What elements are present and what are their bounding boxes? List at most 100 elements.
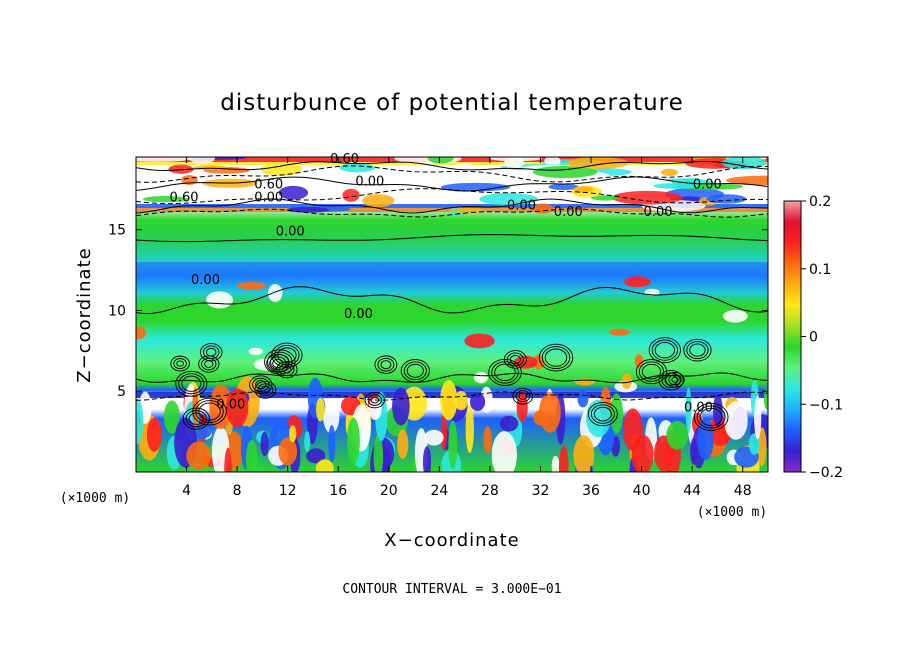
- heatmap-patch: [278, 437, 298, 466]
- heatmap-patch: [574, 378, 595, 386]
- x-unit-left: (×1000 m): [60, 491, 130, 506]
- contour-label: 0.60: [254, 178, 283, 193]
- contour-line: [136, 160, 768, 172]
- heatmap-patch: [653, 183, 701, 190]
- heatmap-patch: [454, 390, 469, 411]
- contour-ring: [512, 387, 534, 405]
- x-axis-label: X−coordinate: [384, 530, 519, 551]
- contour-label: 0.00: [693, 178, 722, 193]
- heatmap-patches: [136, 157, 768, 472]
- y-tick-label: 15: [108, 223, 126, 239]
- x-tick-label: 20: [380, 483, 398, 499]
- heatmap-patch: [504, 157, 524, 169]
- heatmap-patch: [289, 425, 297, 443]
- heatmap-patch: [724, 401, 748, 440]
- contour-ring: [267, 351, 293, 373]
- heatmap-patch: [392, 387, 410, 426]
- contour-label: 0.00: [684, 401, 713, 416]
- heatmap-patch: [621, 373, 632, 389]
- heatmap-patch: [610, 393, 623, 434]
- heatmap-patch: [721, 157, 767, 170]
- x-tick-label: 8: [233, 483, 242, 499]
- contour-line: [136, 234, 768, 243]
- heatmap-patch: [706, 194, 747, 204]
- contour-ring: [400, 359, 430, 383]
- x-tick-label: 28: [481, 483, 499, 499]
- heatmap-patch: [224, 447, 232, 472]
- colorbar: [783, 200, 802, 473]
- contour-ring: [661, 372, 681, 389]
- contour-line: [136, 286, 768, 315]
- heatmap-patch: [315, 459, 334, 472]
- contour-ring: [544, 348, 568, 367]
- contour-ring: [494, 363, 516, 382]
- contour-label: 0.00: [344, 307, 373, 322]
- heatmap-patch: [260, 431, 269, 457]
- contour-ring: [664, 374, 678, 386]
- contour-ring: [403, 361, 427, 381]
- contour-ring: [270, 354, 290, 370]
- heatmap-patch: [267, 284, 283, 302]
- heatmap-patch: [491, 431, 518, 472]
- contour-label: 0.00: [254, 191, 283, 206]
- heatmap-patch: [532, 165, 598, 179]
- heatmap-patch: [611, 190, 683, 205]
- contour-line: [136, 391, 768, 401]
- contour-ring: [170, 355, 190, 372]
- heatmap-patch: [631, 434, 654, 472]
- colorbar-tick-label: 0: [809, 330, 818, 346]
- contour-line: [136, 165, 768, 183]
- contour-ring: [271, 342, 303, 368]
- heatmap-patch: [465, 405, 474, 454]
- contour-ring: [181, 375, 202, 392]
- heatmap-patch: [473, 371, 488, 384]
- contour-ring: [587, 401, 618, 427]
- heatmap-patch: [450, 207, 484, 214]
- heatmap-patch: [373, 434, 384, 472]
- contour-ring: [192, 397, 227, 426]
- y-axis-ticks: 5 10 15: [108, 223, 768, 400]
- heatmap-patch: [142, 195, 189, 203]
- heatmap-patch: [548, 183, 579, 191]
- colorbar-tick-label: 0.2: [809, 194, 831, 210]
- x-tick-label: 48: [734, 483, 752, 499]
- contour-ring: [173, 358, 187, 370]
- heatmap-patch: [566, 157, 629, 169]
- x-tick-label: 16: [329, 483, 347, 499]
- colorbar-tick-label: −0.1: [809, 397, 843, 413]
- heatmap-patch: [558, 445, 569, 472]
- heatmap-patch: [499, 415, 519, 432]
- contour-ring: [199, 343, 223, 362]
- contour-ring: [264, 349, 296, 375]
- contour-ring: [638, 361, 665, 382]
- heatmap-patch: [757, 427, 767, 467]
- contour-ring: [364, 391, 385, 409]
- heatmap-patch: [245, 440, 258, 472]
- contour-ring: [518, 392, 528, 400]
- contour-ring: [178, 373, 205, 395]
- contour-label: 0.00: [507, 199, 536, 214]
- heatmap-patch: [483, 426, 492, 454]
- contour-ring: [686, 341, 709, 360]
- contour-ring: [651, 339, 678, 361]
- heatmap-patch: [306, 448, 326, 464]
- heatmap-patch: [544, 157, 561, 166]
- heatmap-patch: [577, 390, 589, 408]
- heatmap-patch: [236, 281, 267, 290]
- heatmap-band: [136, 204, 768, 208]
- contour-ring: [541, 346, 571, 370]
- heatmap-patch: [448, 420, 458, 470]
- colorbar-tick-label: 0.1: [809, 262, 831, 278]
- heatmap-patch: [660, 168, 679, 177]
- heatmap-patch: [624, 276, 651, 288]
- heatmap-patch: [209, 384, 233, 430]
- contour-ring: [696, 405, 726, 429]
- x-tick-label: 24: [430, 483, 448, 499]
- heatmap-patch: [754, 395, 762, 440]
- contour-label: 0.00: [276, 225, 305, 240]
- heatmap-patch: [304, 431, 311, 453]
- contour-ring: [509, 354, 521, 364]
- heatmap-patch: [726, 175, 768, 186]
- heatmap-patch: [634, 354, 644, 368]
